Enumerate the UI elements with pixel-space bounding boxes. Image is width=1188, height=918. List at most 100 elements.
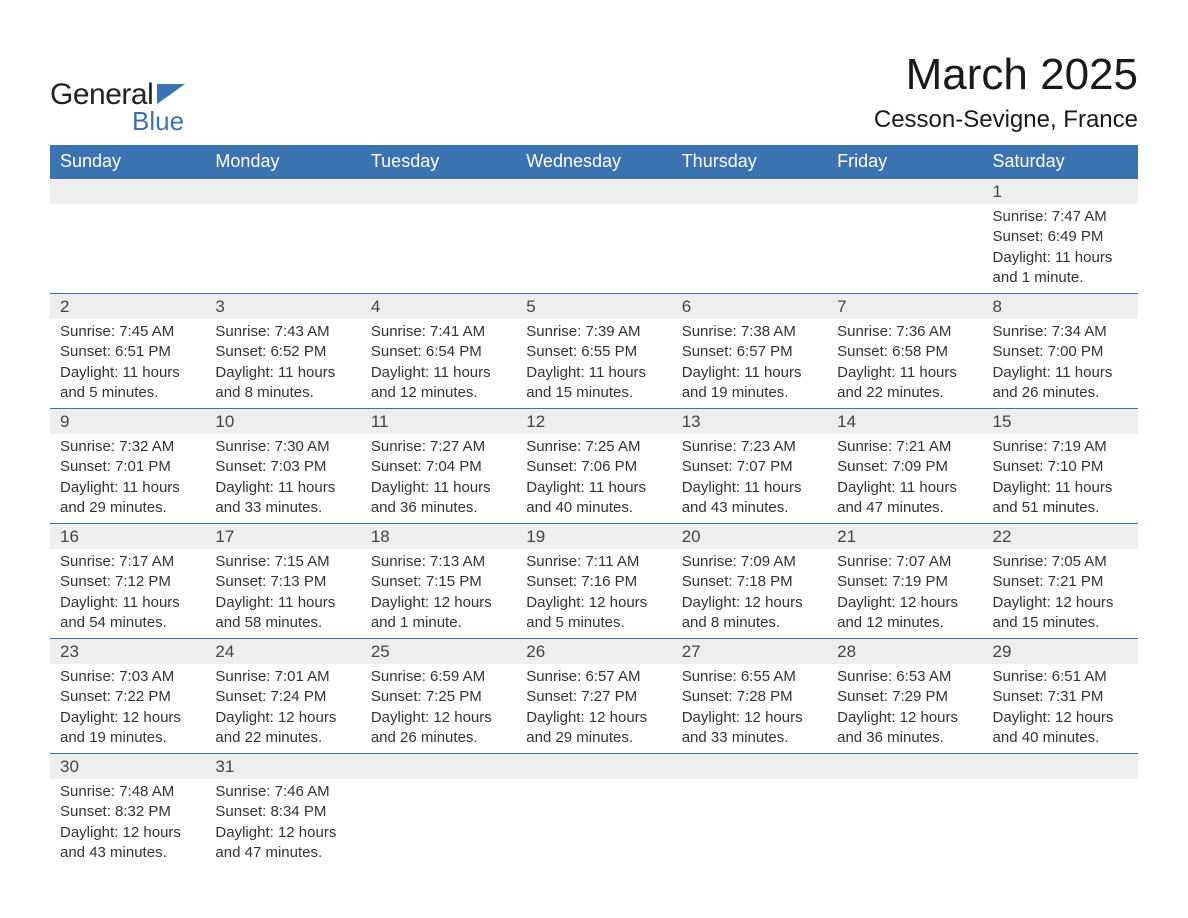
sunset-text: Sunset: 6:55 PM: [526, 342, 661, 362]
day-number: 14: [837, 412, 856, 431]
day-detail-cell: Sunrise: 6:53 AMSunset: 7:29 PMDaylight:…: [827, 664, 982, 754]
sunrise-text: Sunrise: 7:41 AM: [371, 322, 506, 342]
day1-text: Daylight: 12 hours: [215, 823, 350, 843]
day-detail-cell: Sunrise: 7:15 AMSunset: 7:13 PMDaylight:…: [205, 549, 360, 639]
day-number-cell: 3: [205, 294, 360, 320]
day1-text: Daylight: 12 hours: [993, 708, 1128, 728]
day-detail-cell: [827, 204, 982, 294]
day-number-cell: 18: [361, 524, 516, 550]
day-number: 1: [993, 182, 1002, 201]
weekday-header-row: Sunday Monday Tuesday Wednesday Thursday…: [50, 145, 1138, 179]
sunset-text: Sunset: 7:21 PM: [993, 572, 1128, 592]
sunset-text: Sunset: 6:57 PM: [682, 342, 817, 362]
sunset-text: Sunset: 7:15 PM: [371, 572, 506, 592]
day-number: 9: [60, 412, 69, 431]
sunrise-text: Sunrise: 7:25 AM: [526, 437, 661, 457]
day-detail-cell: [516, 204, 671, 294]
sunset-text: Sunset: 7:28 PM: [682, 687, 817, 707]
day2-text: and 15 minutes.: [993, 613, 1128, 633]
sunrise-text: Sunrise: 7:47 AM: [993, 207, 1128, 227]
sunset-text: Sunset: 7:25 PM: [371, 687, 506, 707]
day-detail-cell: Sunrise: 6:51 AMSunset: 7:31 PMDaylight:…: [983, 664, 1138, 754]
day-number-cell: 15: [983, 409, 1138, 435]
day-detail-cell: [361, 204, 516, 294]
day-number-cell: 12: [516, 409, 671, 435]
sunset-text: Sunset: 7:31 PM: [993, 687, 1128, 707]
day-number: 3: [215, 297, 224, 316]
day2-text: and 8 minutes.: [682, 613, 817, 633]
day-number-cell: 10: [205, 409, 360, 435]
day-number: 25: [371, 642, 390, 661]
sunrise-text: Sunrise: 7:09 AM: [682, 552, 817, 572]
day-detail-cell: Sunrise: 7:47 AMSunset: 6:49 PMDaylight:…: [983, 204, 1138, 294]
day2-text: and 43 minutes.: [682, 498, 817, 518]
day-detail-cell: Sunrise: 7:13 AMSunset: 7:15 PMDaylight:…: [361, 549, 516, 639]
day-detail-cell: Sunrise: 7:48 AMSunset: 8:32 PMDaylight:…: [50, 779, 205, 868]
day1-text: Daylight: 12 hours: [993, 593, 1128, 613]
day-detail-cell: Sunrise: 7:09 AMSunset: 7:18 PMDaylight:…: [672, 549, 827, 639]
day1-text: Daylight: 11 hours: [371, 363, 506, 383]
day1-text: Daylight: 12 hours: [526, 708, 661, 728]
day2-text: and 12 minutes.: [371, 383, 506, 403]
day-number-cell: [827, 754, 982, 780]
sunrise-text: Sunrise: 6:55 AM: [682, 667, 817, 687]
sunset-text: Sunset: 6:49 PM: [993, 227, 1128, 247]
day-detail-cell: Sunrise: 7:23 AMSunset: 7:07 PMDaylight:…: [672, 434, 827, 524]
day1-text: Daylight: 12 hours: [371, 708, 506, 728]
sunrise-text: Sunrise: 7:05 AM: [993, 552, 1128, 572]
daynum-row: 3031: [50, 754, 1138, 780]
day-number-cell: 22: [983, 524, 1138, 550]
day-number-cell: 20: [672, 524, 827, 550]
sunrise-text: Sunrise: 7:46 AM: [215, 782, 350, 802]
day-detail-cell: Sunrise: 7:21 AMSunset: 7:09 PMDaylight:…: [827, 434, 982, 524]
sunset-text: Sunset: 7:10 PM: [993, 457, 1128, 477]
day-number-cell: [672, 179, 827, 205]
sunrise-text: Sunrise: 7:43 AM: [215, 322, 350, 342]
day2-text: and 8 minutes.: [215, 383, 350, 403]
weekday-header: Wednesday: [516, 145, 671, 179]
day-number: 20: [682, 527, 701, 546]
day2-text: and 47 minutes.: [215, 843, 350, 863]
day-number-cell: 26: [516, 639, 671, 665]
day-number: 5: [526, 297, 535, 316]
day2-text: and 40 minutes.: [526, 498, 661, 518]
day-number-cell: 9: [50, 409, 205, 435]
day-number: 22: [993, 527, 1012, 546]
day1-text: Daylight: 12 hours: [682, 593, 817, 613]
day-number-cell: 4: [361, 294, 516, 320]
sunrise-text: Sunrise: 7:32 AM: [60, 437, 195, 457]
day-number-cell: [983, 754, 1138, 780]
day-number-cell: 30: [50, 754, 205, 780]
detail-row: Sunrise: 7:45 AMSunset: 6:51 PMDaylight:…: [50, 319, 1138, 409]
calendar-table: Sunday Monday Tuesday Wednesday Thursday…: [50, 145, 1138, 868]
day-detail-cell: [983, 779, 1138, 868]
sunset-text: Sunset: 7:19 PM: [837, 572, 972, 592]
day-number-cell: 6: [672, 294, 827, 320]
sunset-text: Sunset: 7:00 PM: [993, 342, 1128, 362]
day-detail-cell: Sunrise: 7:45 AMSunset: 6:51 PMDaylight:…: [50, 319, 205, 409]
day-number-cell: 13: [672, 409, 827, 435]
sunrise-text: Sunrise: 6:51 AM: [993, 667, 1128, 687]
sunrise-text: Sunrise: 6:53 AM: [837, 667, 972, 687]
day-number-cell: 21: [827, 524, 982, 550]
day-number-cell: 29: [983, 639, 1138, 665]
daynum-row: 9101112131415: [50, 409, 1138, 435]
detail-row: Sunrise: 7:17 AMSunset: 7:12 PMDaylight:…: [50, 549, 1138, 639]
day1-text: Daylight: 11 hours: [526, 363, 661, 383]
sunrise-text: Sunrise: 7:15 AM: [215, 552, 350, 572]
day-number-cell: 24: [205, 639, 360, 665]
day2-text: and 36 minutes.: [837, 728, 972, 748]
day1-text: Daylight: 11 hours: [371, 478, 506, 498]
day1-text: Daylight: 11 hours: [837, 363, 972, 383]
day-number: 24: [215, 642, 234, 661]
daynum-row: 2345678: [50, 294, 1138, 320]
title-block: March 2025 Cesson-Sevigne, France: [874, 50, 1138, 134]
day1-text: Daylight: 12 hours: [526, 593, 661, 613]
day2-text: and 29 minutes.: [60, 498, 195, 518]
location-label: Cesson-Sevigne, France: [874, 106, 1138, 134]
sunrise-text: Sunrise: 7:13 AM: [371, 552, 506, 572]
sunset-text: Sunset: 6:54 PM: [371, 342, 506, 362]
day2-text: and 19 minutes.: [682, 383, 817, 403]
day1-text: Daylight: 12 hours: [837, 593, 972, 613]
sunrise-text: Sunrise: 7:07 AM: [837, 552, 972, 572]
